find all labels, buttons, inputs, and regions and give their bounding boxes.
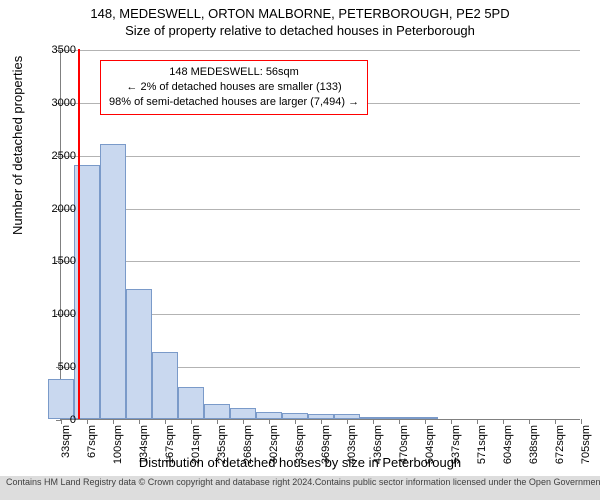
footer-right: Contains public sector information licen… — [315, 478, 600, 488]
histogram-bar — [152, 352, 178, 419]
x-tick-label: 470sqm — [398, 425, 410, 465]
x-tick-label: 302sqm — [268, 425, 280, 465]
y-tick-label: 3500 — [52, 44, 76, 56]
x-tick-label: 369sqm — [320, 425, 332, 465]
y-tick-label: 2000 — [52, 203, 76, 215]
callout-box: 148 MEDESWELL: 56sqm ← 2% of detached ho… — [100, 60, 368, 115]
x-tick-label: 403sqm — [346, 425, 358, 465]
grid-line — [61, 261, 580, 262]
footer: Contains HM Land Registry data © Crown c… — [0, 476, 600, 500]
marker-line — [78, 49, 80, 419]
callout-line1: 148 MEDESWELL: 56sqm — [109, 65, 359, 80]
x-tick-label: 571sqm — [476, 425, 488, 465]
x-tick-label: 235sqm — [216, 425, 228, 465]
x-tick-label: 537sqm — [450, 425, 462, 465]
x-tick-label: 167sqm — [164, 425, 176, 465]
x-tick-label: 33sqm — [60, 425, 72, 465]
histogram-bar — [256, 412, 282, 419]
x-tick-label: 336sqm — [294, 425, 306, 465]
footer-left: Contains HM Land Registry data © Crown c… — [6, 478, 315, 488]
grid-line — [61, 156, 580, 157]
x-tick-label: 268sqm — [242, 425, 254, 465]
y-tick-label: 2500 — [52, 150, 76, 162]
y-tick-label: 1500 — [52, 255, 76, 267]
grid-line — [61, 209, 580, 210]
histogram-bar — [126, 289, 152, 419]
x-tick-label: 134sqm — [138, 425, 150, 465]
x-tick-label: 638sqm — [528, 425, 540, 465]
histogram-bar — [230, 408, 256, 419]
x-tick-label: 100sqm — [112, 425, 124, 465]
chart-container: 148, MEDESWELL, ORTON MALBORNE, PETERBOR… — [0, 0, 600, 500]
y-tick-label: 1000 — [52, 308, 76, 320]
x-tick-label: 604sqm — [502, 425, 514, 465]
histogram-bar — [48, 379, 74, 419]
x-tick-label: 436sqm — [372, 425, 384, 465]
grid-line — [61, 50, 580, 51]
callout-line2: ← 2% of detached houses are smaller (133… — [109, 80, 359, 95]
histogram-bar — [100, 144, 126, 419]
y-axis-label: Number of detached properties — [10, 56, 25, 235]
x-tick-label: 67sqm — [86, 425, 98, 465]
x-tick-label: 201sqm — [190, 425, 202, 465]
y-tick-label: 3000 — [52, 97, 76, 109]
callout-line3: 98% of semi-detached houses are larger (… — [109, 95, 359, 110]
histogram-bar — [178, 387, 204, 419]
chart-title: 148, MEDESWELL, ORTON MALBORNE, PETERBOR… — [0, 0, 600, 21]
histogram-bar — [204, 404, 230, 419]
y-tick-label: 500 — [58, 361, 76, 373]
x-tick-label: 504sqm — [424, 425, 436, 465]
chart-subtitle: Size of property relative to detached ho… — [0, 21, 600, 38]
x-tick-label: 705sqm — [580, 425, 592, 465]
x-tick-label: 672sqm — [554, 425, 566, 465]
